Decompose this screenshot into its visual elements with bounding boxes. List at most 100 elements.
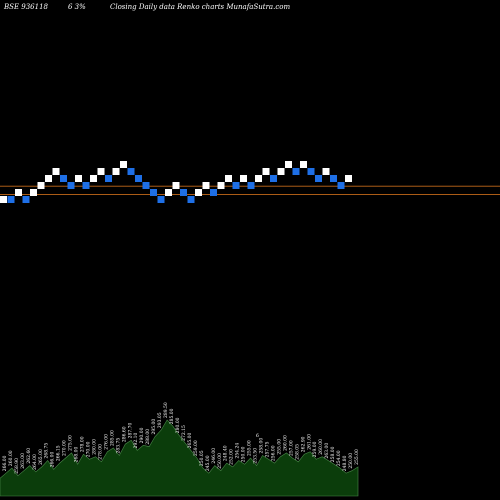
renko-bricks [0,161,352,203]
volume-label: 253.50 [253,448,259,464]
renko-brick-down [210,189,217,196]
renko-brick-up [15,189,22,196]
volume-label: 280.00 [92,439,98,455]
renko-brick-up [30,189,37,196]
renko-brick-down [337,182,345,189]
renko-brick-down [22,196,30,203]
renko-brick-down [330,175,337,182]
renko-brick-down [82,182,90,189]
volume-label: 289.50 [163,402,169,418]
renko-brick-up [90,175,97,182]
volume-label: 258.05 [294,444,300,460]
volume-label: 265.00 [38,449,44,465]
renko-brick-down [187,196,195,203]
header-change: 6 3% [68,3,86,11]
renko-brick-down [270,175,277,182]
volume-label: 257.00 [288,440,294,456]
renko-brick-down [247,182,255,189]
renko-brick-up [97,168,105,175]
volume-label: 292.10 [133,432,139,448]
renko-brick-up [300,161,307,168]
volume-label: 259.00 [193,440,199,456]
renko-brick-up [112,168,120,175]
volume-label: 248.80 [342,455,348,471]
renko-brick-up [345,175,352,182]
renko-brick-up [37,182,45,189]
volume-labels: 261.25266.00260.00258.90263.00262.60264.… [0,402,360,476]
renko-brick-down [157,196,165,203]
volume-label: 268.00 [74,446,80,462]
volume-label: 263.00 [20,453,26,469]
volume-label: 270.00 [85,441,91,457]
renko-brick-up [45,175,52,182]
renko-brick-down [292,168,300,175]
volume-label: 262.60 [26,448,32,464]
volume-label: 283.75 [115,438,121,454]
renko-brick-down [142,182,150,189]
renko-brick-up [172,182,180,189]
renko-brick-down [7,196,15,203]
volume-label: 285.00 [109,430,115,446]
volume-label: 293.05 [157,412,163,428]
renko-brick-up [195,189,202,196]
renko-brick-up [322,168,330,175]
renko-brick-up [225,175,232,182]
volume-label: 295.00 [151,419,157,435]
renko-brick-up [202,182,210,189]
volume-label: 254.24 [235,443,241,459]
volume-label: 257.75 [264,441,270,457]
volume-label: 258.00 [258,438,264,454]
volume-label: 265.00 [187,432,193,448]
volume-label: 248.40 [223,445,229,461]
renko-brick-down [180,189,187,196]
volume-label: 246.00 [211,448,217,464]
renko-brick-down [105,175,112,182]
volume-label: 255.00 [354,449,360,465]
renko-brick-down [127,168,135,175]
volume-label: 263.00 [324,443,330,459]
header-symbol: BSE 936118 [3,3,49,11]
volume-label: 266.00 [50,452,56,468]
renko-brick-up [75,175,82,182]
volume-label: 285.00 [169,408,175,424]
volume-label: 260.00 [8,450,14,466]
volume-label: 261.25 [0,460,2,476]
volume-label: 255.00 [247,440,253,456]
renko-brick-up [277,168,285,175]
renko-brick-up [120,161,127,168]
volume-label: 278.00 [80,436,86,452]
volume-label: 258.90 [14,458,20,474]
volume-label: 250.00 [217,453,223,469]
renko-brick-down [150,189,157,196]
renko-brick-up [285,161,292,168]
volume-label: 272.15 [181,425,187,441]
volume-label: 255.00 [276,439,282,455]
volume-label: 258.00 [330,446,336,462]
volume-marker: 6 [256,433,259,439]
renko-brick-down [315,175,322,182]
volume-area [0,419,359,497]
volume-label: 264.00 [32,454,38,470]
renko-brick-down [67,182,75,189]
renko-brick-up [255,175,262,182]
volume-label: 266.15 [56,445,62,461]
volume-label: 290.00 [139,427,145,443]
renko-brick-up [165,189,172,196]
volume-label: 252.00 [229,449,235,465]
volume-label: 262.90 [300,436,306,452]
volume-label: 280.00 [175,417,181,433]
volume-fill [0,419,359,497]
volume-label: 266.00 [2,455,8,471]
volume-label: 250.05 [199,450,205,466]
volume-label: 270.00 [62,440,68,456]
renko-brick-up [217,182,225,189]
volume-label: 276.00 [103,434,109,450]
volume-label: 250.00 [241,446,247,462]
renko-brick-down [60,175,67,182]
volume-label: 256.00 [270,445,276,461]
renko-brick-up [52,168,60,175]
renko-brick-up [0,196,7,203]
renko-brick-up [262,168,270,175]
